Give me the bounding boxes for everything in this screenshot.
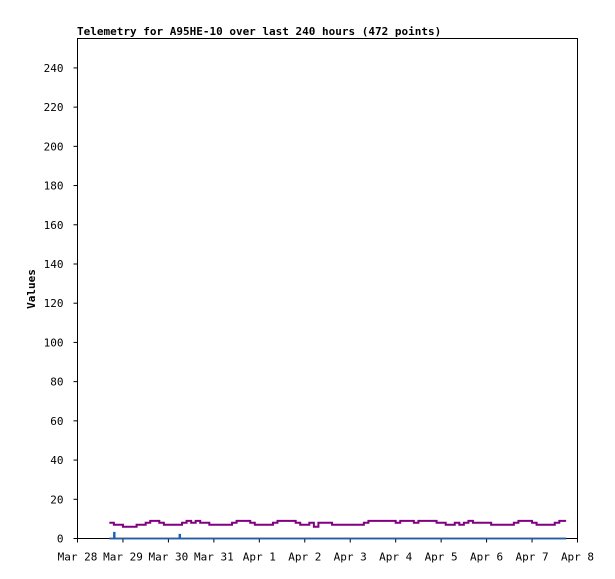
y-tick-label: 240 <box>44 62 64 75</box>
x-tick-label: Mar 31 <box>194 551 234 564</box>
y-tick-label: 60 <box>50 415 63 428</box>
x-axis-ticks: Mar 28 Mar 29 Mar 30 Mar 31 Apr 1 Apr 2 Apr 3 A… <box>58 538 594 564</box>
y-tick-label: 100 <box>44 336 64 349</box>
y-axis-label: Values <box>25 269 38 309</box>
series-line-1 <box>109 519 567 528</box>
x-tick-label: Apr 8 <box>561 551 594 564</box>
y-axis-ticks: 0 20 40 60 80 100 120 140 160 180 200 220 240 <box>44 62 78 546</box>
chart-title: Telemetry for A95HE-10 over last 240 hou… <box>77 25 441 38</box>
y-tick-label: 80 <box>50 376 63 389</box>
x-tick-label: Apr 5 <box>425 551 458 564</box>
x-tick-label: Apr 6 <box>470 551 503 564</box>
y-tick-label: 120 <box>44 297 64 310</box>
y-tick-label: 0 <box>57 533 64 546</box>
series-line-3 <box>109 531 567 540</box>
series-layer <box>109 519 567 540</box>
x-tick-label: Mar 30 <box>149 551 189 564</box>
y-tick-label: 160 <box>44 219 64 232</box>
y-tick-label: 220 <box>44 101 64 114</box>
x-tick-label: Apr 7 <box>515 551 548 564</box>
y-tick-label: 20 <box>50 493 63 506</box>
y-tick-label: 140 <box>44 258 64 271</box>
y-tick-label: 180 <box>44 180 64 193</box>
x-tick-label: Mar 28 <box>58 551 98 564</box>
x-tick-label: Mar 29 <box>103 551 143 564</box>
x-tick-label: Apr 4 <box>379 551 412 564</box>
x-tick-label: Apr 1 <box>243 551 276 564</box>
x-tick-label: Apr 3 <box>334 551 367 564</box>
x-tick-label: Apr 2 <box>288 551 321 564</box>
y-tick-label: 40 <box>50 454 63 467</box>
y-tick-label: 200 <box>44 140 64 153</box>
plot-frame <box>77 38 578 539</box>
